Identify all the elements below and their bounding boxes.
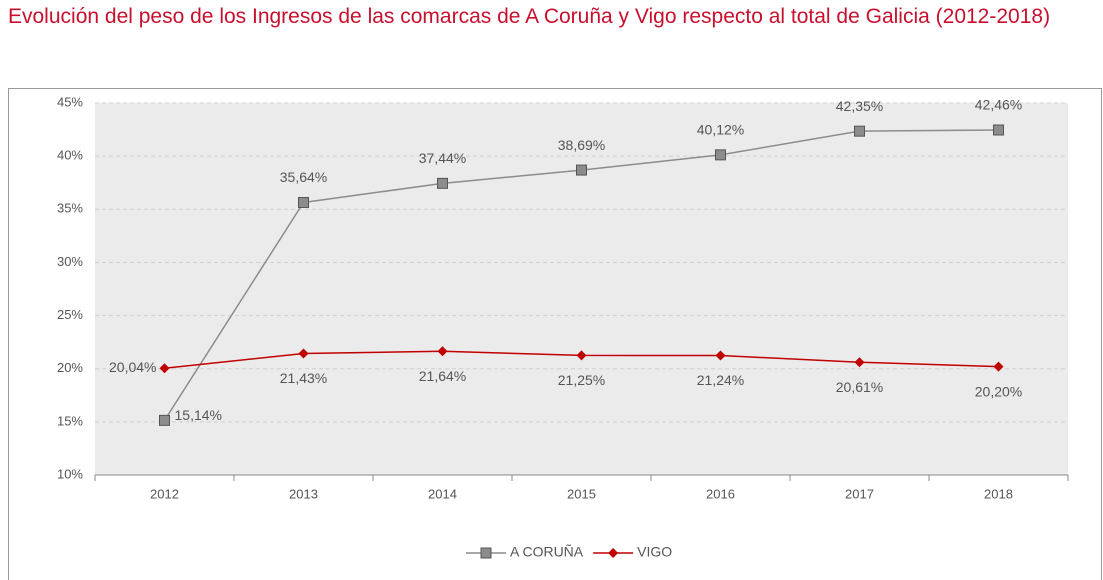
data-point	[298, 348, 309, 359]
data-label: 38,69%	[558, 137, 605, 153]
data-label: 21,25%	[558, 372, 605, 388]
x-tick-label: 2012	[150, 486, 179, 501]
data-label: 40,12%	[697, 122, 744, 138]
x-tick-label: 2015	[567, 486, 596, 501]
data-point	[159, 414, 170, 426]
data-point	[159, 363, 170, 374]
data-label: 21,43%	[280, 370, 327, 386]
y-tick-label: 45%	[57, 94, 83, 109]
data-label: 21,24%	[697, 372, 744, 388]
data-point	[715, 350, 726, 361]
data-label: 42,35%	[836, 98, 883, 114]
y-tick-label: 20%	[57, 360, 83, 375]
data-label: 42,46%	[975, 97, 1022, 113]
data-label: 21,64%	[419, 368, 466, 384]
x-tick-label: 2018	[984, 486, 1013, 501]
x-tick-label: 2014	[428, 486, 457, 501]
data-point	[715, 149, 726, 161]
chart-title: Evolución del peso de los Ingresos de la…	[8, 5, 1051, 28]
legend-label: VIGO	[637, 544, 672, 560]
data-point	[576, 350, 587, 361]
data-point	[298, 196, 309, 208]
y-tick-label: 35%	[57, 201, 83, 216]
data-label: 20,20%	[975, 383, 1022, 399]
data-label: 20,04%	[109, 359, 156, 375]
data-label: 35,64%	[280, 169, 327, 185]
data-label: 37,44%	[419, 150, 466, 166]
data-point	[854, 125, 865, 137]
data-point	[993, 124, 1004, 136]
data-label: 20,61%	[836, 379, 883, 395]
x-tick-label: 2013	[289, 486, 318, 501]
data-point	[437, 177, 448, 189]
y-tick-label: 25%	[57, 307, 83, 322]
y-tick-label: 15%	[57, 413, 83, 428]
data-label: 15,14%	[175, 407, 222, 423]
legend-marker	[608, 548, 619, 558]
plot-area	[95, 103, 1068, 475]
y-tick-label: 40%	[57, 148, 83, 163]
data-point	[993, 361, 1004, 372]
data-point	[854, 357, 865, 368]
chart-frame	[8, 88, 1102, 580]
y-tick-label: 30%	[57, 254, 83, 269]
data-point	[576, 164, 587, 176]
x-tick-label: 2017	[845, 486, 874, 501]
y-tick-label: 10%	[57, 466, 83, 481]
x-tick-label: 2016	[706, 486, 735, 501]
data-point	[437, 346, 448, 357]
legend-label: A CORUÑA	[510, 544, 584, 560]
legend-marker	[480, 547, 492, 559]
